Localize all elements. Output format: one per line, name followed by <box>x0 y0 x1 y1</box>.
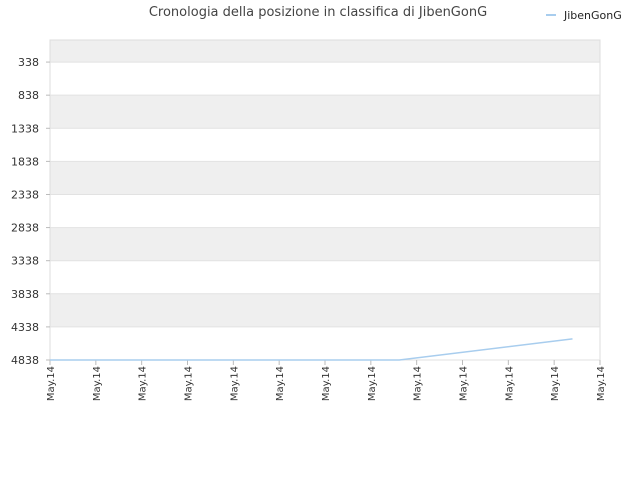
y-tick-label: 338 <box>18 56 39 69</box>
series-group <box>50 338 573 361</box>
x-tick-label: May.14 <box>229 366 240 401</box>
plot-band <box>50 40 600 63</box>
plot-band <box>50 95 600 129</box>
plot-band <box>50 227 600 261</box>
plot-band <box>50 260 600 294</box>
plot-band <box>50 128 600 162</box>
series-line <box>50 338 573 361</box>
y-tick-label: 4338 <box>11 321 39 334</box>
x-tick-label: May.14 <box>46 366 57 401</box>
legend-label: JibenGonG <box>563 9 622 22</box>
y-axis: 338 838 1338 1838 2338 2838 3338 3838 4338 4838 <box>11 56 600 367</box>
x-tick-label: May.14 <box>413 366 424 401</box>
x-tick-label: May.14 <box>321 366 332 401</box>
plot-band <box>50 194 600 228</box>
x-axis: May.14 May.14 May.14 May.14 May.14 May.14 May.… <box>46 360 607 401</box>
legend: JibenGonG <box>546 9 622 22</box>
plot-band <box>50 62 600 96</box>
y-tick-label: 4838 <box>11 354 39 367</box>
y-tick-label: 2838 <box>11 222 39 235</box>
plot-band <box>50 326 600 360</box>
x-tick-label: May.14 <box>459 366 470 401</box>
x-tick-label: May.14 <box>504 366 515 401</box>
y-tick-label: 3838 <box>11 288 39 301</box>
plot-band <box>50 161 600 195</box>
plot-bands <box>50 40 600 360</box>
y-tick-label: 3338 <box>11 255 39 268</box>
plot-band <box>50 293 600 327</box>
y-tick-label: 1838 <box>11 155 39 168</box>
x-tick-label: May.14 <box>367 366 378 401</box>
x-tick-label: May.14 <box>92 366 103 401</box>
x-tick-label: May.14 <box>138 366 149 401</box>
x-tick-label: May.14 <box>550 366 561 401</box>
x-tick-label: May.14 <box>596 366 607 401</box>
x-tick-label: May.14 <box>184 366 195 401</box>
chart-title: Cronologia della posizione in classifica… <box>149 5 487 20</box>
y-tick-label: 838 <box>18 89 39 102</box>
y-tick-label: 2338 <box>11 188 39 201</box>
x-tick-label: May.14 <box>275 366 286 401</box>
y-tick-label: 1338 <box>11 122 39 135</box>
